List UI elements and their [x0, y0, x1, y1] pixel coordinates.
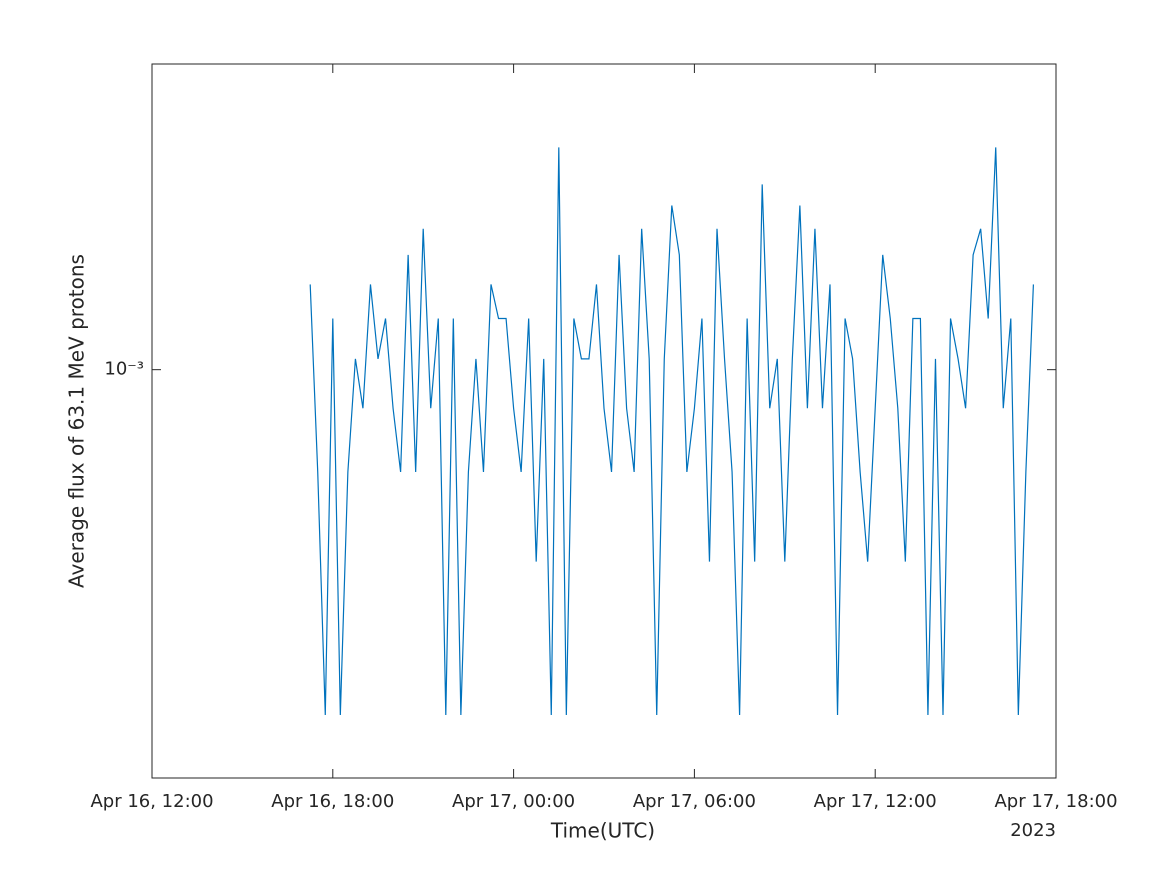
x-tick-label: Apr 17, 18:00 [994, 791, 1117, 812]
axes-box [151, 63, 1057, 779]
x-tick-label: Apr 17, 06:00 [633, 791, 756, 812]
x-axis-label: Time(UTC) [550, 819, 655, 843]
x-tick-label: Apr 17, 12:00 [814, 791, 937, 812]
y-tick-label: 10⁻³ [104, 359, 144, 380]
x-tick-label: Apr 16, 12:00 [90, 791, 213, 812]
x-year-label: 2023 [1010, 820, 1056, 841]
x-tick-label: Apr 16, 18:00 [271, 791, 394, 812]
x-tick-label: Apr 17, 00:00 [452, 791, 575, 812]
data-line [309, 147, 1034, 716]
y-axis-label: Average flux of 63.1 MeV protons [65, 254, 89, 588]
